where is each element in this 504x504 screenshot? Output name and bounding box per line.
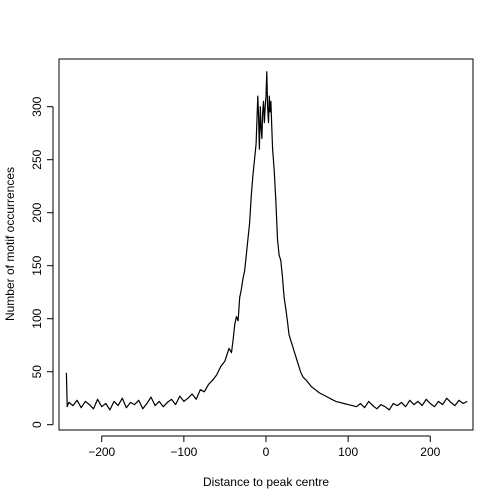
series-layer [65,71,468,411]
series-line [65,71,468,411]
y-tick-label: 150 [30,255,44,275]
x-tick-label: −100 [170,445,197,459]
x-tick-label: 0 [263,445,270,459]
y-tick-label: 300 [30,96,44,116]
y-tick-label: 0 [30,421,44,428]
y-axis: 0 50 100 150 200 250 300 [30,96,54,428]
y-tick-label: 250 [30,149,44,169]
x-axis: −200 −100 0 100 200 [88,435,441,459]
y-tick-label: 200 [30,202,44,222]
x-axis-label: Distance to peak centre [203,475,329,489]
plot-frame [58,58,474,431]
y-tick-label: 100 [30,308,44,328]
y-tick-label: 50 [30,365,44,379]
x-tick-label: 100 [338,445,358,459]
y-axis-label: Number of motif occurrences [3,167,17,321]
x-tick-label: 200 [420,445,440,459]
x-tick-label: −200 [88,445,115,459]
